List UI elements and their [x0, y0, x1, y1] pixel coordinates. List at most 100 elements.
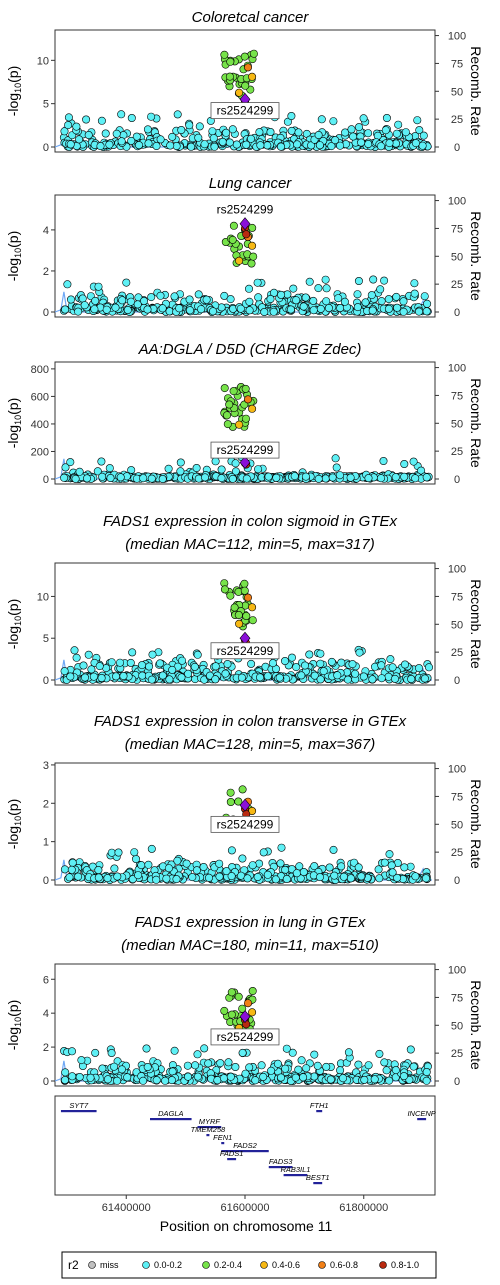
gene-body [206, 1134, 210, 1137]
snp-point [324, 303, 333, 312]
snp-point [280, 656, 289, 665]
snp-point [161, 1076, 170, 1085]
snp-point [287, 126, 296, 135]
snp-point [81, 673, 90, 682]
panel-6: FADS1 expression in lung in GTEx (median … [5, 914, 484, 1088]
snp-point [380, 276, 389, 285]
snp-point [347, 125, 356, 134]
snp-point [215, 872, 224, 881]
snp-point [241, 384, 250, 393]
panel-title: FADS1 expression in colon transverse in … [94, 713, 407, 730]
snp-point [255, 128, 264, 137]
y-tick-label: 3 [43, 760, 49, 772]
snp-point [266, 294, 275, 303]
snp-point [305, 650, 314, 659]
snp-point [185, 121, 194, 130]
snp-point [253, 278, 262, 287]
snp-point [244, 593, 253, 602]
snp-point [364, 474, 373, 483]
snp-point [225, 138, 234, 147]
snp-point [132, 132, 141, 141]
snp-point [229, 387, 238, 396]
snp-point [245, 1063, 254, 1072]
snp-point [325, 863, 334, 872]
snp-point [351, 669, 360, 678]
snp-point [316, 659, 325, 668]
snp-point [227, 846, 236, 855]
snp-point [217, 465, 226, 474]
snp-point [380, 1058, 389, 1067]
snp-point [152, 1076, 161, 1085]
snp-point [77, 1056, 86, 1065]
snp-point [309, 296, 318, 305]
snp-point [332, 463, 341, 472]
snp-point [101, 129, 110, 138]
y-axis-title: -log10(p) [5, 231, 23, 282]
legend-title: r2 [68, 1258, 79, 1272]
lead-snp-label: rs2524299 [217, 202, 274, 216]
snp-point [247, 134, 256, 143]
snp-point [354, 1060, 363, 1069]
snp-point [230, 603, 239, 612]
y-tick-label: 2 [43, 1042, 49, 1054]
snp-point [251, 1076, 260, 1085]
gene-body [313, 1182, 323, 1185]
snp-point [411, 139, 420, 148]
snp-point [406, 1045, 415, 1054]
snp-point [413, 116, 422, 125]
snp-point [385, 850, 394, 859]
snp-point [176, 467, 185, 476]
snp-point [414, 307, 423, 316]
legend-label: 0.4-0.6 [272, 1260, 300, 1270]
snp-point [341, 128, 350, 137]
snp-point [164, 464, 173, 473]
snp-point [314, 474, 323, 483]
snp-point [364, 1061, 373, 1070]
recomb-tick-label: 25 [451, 114, 463, 126]
snp-point [231, 459, 240, 468]
snp-point [418, 141, 427, 150]
snp-point [192, 866, 201, 875]
snp-point [268, 659, 277, 668]
snp-point [145, 662, 154, 671]
snp-point [310, 1050, 319, 1059]
snp-point [235, 256, 244, 265]
snp-point [184, 669, 193, 678]
snp-point [322, 297, 331, 306]
snp-point [226, 797, 235, 806]
snp-point [370, 1075, 379, 1084]
panel-title: (median MAC=128, min=5, max=367) [125, 736, 376, 753]
snp-point [368, 306, 377, 315]
y-tick-label: 4 [43, 225, 49, 237]
snp-point [235, 420, 244, 429]
snp-point [375, 874, 384, 883]
snp-point [86, 1073, 95, 1082]
gene-body [60, 1110, 97, 1113]
snp-point [156, 291, 165, 300]
snp-point [147, 474, 156, 483]
snp-point [385, 1076, 394, 1085]
gene-label: FEN1 [213, 1133, 232, 1142]
panel-2: Lung cancer 0 2 4 0 25 50 75 100 -log10(p) Recomb.… [5, 175, 484, 319]
recomb-tick-label: 50 [451, 619, 463, 631]
snp-point [336, 303, 345, 312]
snp-point [254, 465, 263, 474]
snp-point [218, 137, 227, 146]
snp-point [143, 125, 152, 134]
snp-point [90, 305, 99, 314]
snp-point [235, 88, 244, 97]
snp-point [227, 872, 236, 881]
snp-point [238, 1048, 247, 1057]
snp-point [158, 671, 167, 680]
y-tick-label: 5 [43, 633, 49, 645]
snp-point [386, 655, 395, 664]
snp-point [420, 292, 429, 301]
snp-point [184, 1072, 193, 1081]
y-tick-label: 5 [43, 99, 49, 111]
lead-snp-marker [239, 217, 251, 231]
lead-snp-label: rs2524299 [217, 104, 274, 118]
snp-point [297, 1056, 306, 1065]
snp-point [242, 230, 251, 239]
snp-point [247, 259, 256, 268]
snp-point [240, 52, 249, 61]
